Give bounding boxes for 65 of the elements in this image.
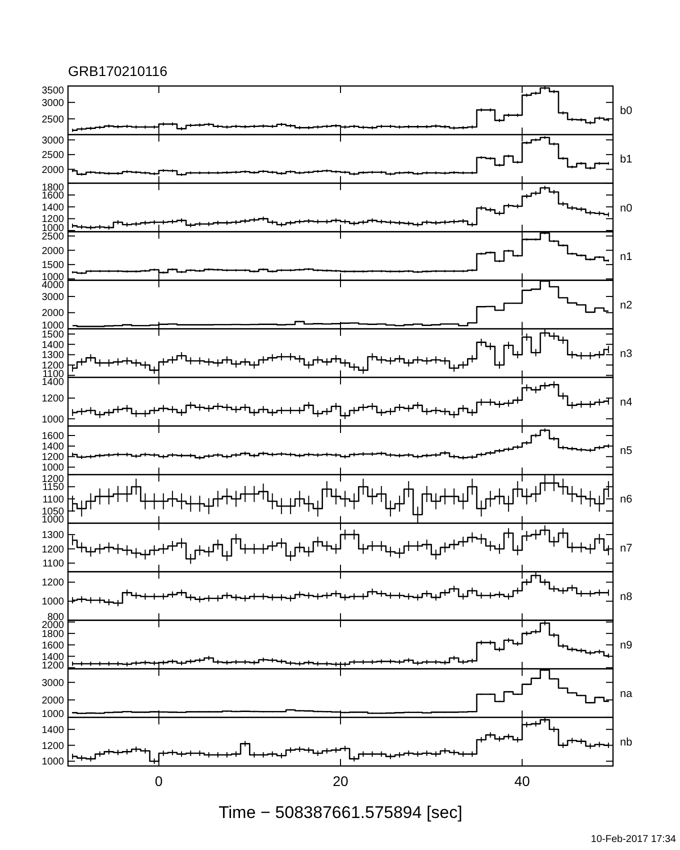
y-tick-label: 1300 bbox=[42, 530, 64, 542]
legend-label: nb bbox=[620, 736, 632, 749]
x-tick-label: 20 bbox=[332, 773, 348, 789]
y-tick-label: 1000 bbox=[42, 462, 64, 474]
y-tick-label: 1400 bbox=[42, 202, 64, 214]
legend-label: na bbox=[620, 688, 634, 700]
y-tick-label: 2000 bbox=[42, 164, 64, 176]
y-tick-label: 1100 bbox=[42, 558, 64, 570]
y-tick-label: 1200 bbox=[42, 452, 64, 464]
y-tick-label: 2500 bbox=[42, 114, 64, 126]
y-tick-label: 1000 bbox=[42, 320, 64, 332]
y-tick-label: 1200 bbox=[42, 660, 64, 672]
y-tick-label: 1400 bbox=[42, 724, 64, 736]
x-axis-title: Time − 508387661.575894 [sec] bbox=[218, 803, 462, 822]
y-tick-label: 3500 bbox=[42, 86, 64, 96]
y-tick-label: 1000 bbox=[42, 414, 64, 426]
y-tick-label: 2500 bbox=[42, 150, 64, 162]
y-tick-label: 1200 bbox=[42, 740, 64, 752]
y-tick-label: 1200 bbox=[42, 544, 64, 556]
y-tick-label: 1500 bbox=[42, 260, 64, 272]
y-tick-label: 1000 bbox=[42, 708, 64, 720]
legend-label: b1 bbox=[620, 154, 632, 166]
x-tick-label: 0 bbox=[154, 773, 163, 789]
y-tick-label: 1800 bbox=[42, 628, 64, 640]
y-tick-label: 1200 bbox=[42, 394, 64, 405]
legend-label: n5 bbox=[620, 445, 632, 458]
y-tick-label: 1400 bbox=[42, 442, 64, 453]
x-tick-label: 40 bbox=[514, 773, 530, 789]
y-tick-label: 2500 bbox=[42, 232, 64, 242]
series-label: n4 bbox=[620, 396, 632, 409]
y-tick-label: 3000 bbox=[42, 98, 64, 109]
y-tick-label: 3000 bbox=[42, 678, 64, 689]
y-tick-label: 1200 bbox=[42, 578, 64, 589]
y-tick-label: 1300 bbox=[42, 350, 64, 362]
y-tick-label: 3000 bbox=[42, 292, 64, 303]
y-tick-label: 1200 bbox=[42, 214, 64, 226]
y-tick-label: 1150 bbox=[42, 482, 64, 494]
y-tick-label: 2000 bbox=[42, 695, 64, 706]
legend-label: n0 bbox=[620, 202, 632, 214]
y-tick-label: 1500 bbox=[42, 330, 64, 341]
legend-label: b0 bbox=[620, 105, 632, 118]
chart-title: GRB170210116 bbox=[68, 63, 168, 79]
text: 10-Feb-2017 17:34 bbox=[590, 834, 676, 845]
legend-label: n2 bbox=[620, 299, 632, 312]
legend-label: n8 bbox=[620, 590, 632, 603]
y-tick-label: 1400 bbox=[42, 340, 64, 351]
legend-label: n1 bbox=[620, 250, 632, 263]
y-tick-label: 1400 bbox=[42, 376, 64, 388]
y-tick-label: 1400 bbox=[42, 652, 64, 663]
y-tick-label: 2000 bbox=[42, 308, 64, 320]
y-tick-label: 2000 bbox=[42, 620, 64, 631]
y-tick-label: 1600 bbox=[42, 190, 64, 202]
y-tick-label: 2000 bbox=[42, 246, 64, 257]
y-tick-label: 4000 bbox=[42, 280, 64, 291]
y-tick-label: 1600 bbox=[42, 431, 64, 442]
y-tick-label: 1000 bbox=[42, 596, 64, 608]
y-tick-label: 1000 bbox=[42, 514, 64, 526]
y-tick-label: 1100 bbox=[42, 494, 64, 506]
y-tick-label: 1600 bbox=[42, 640, 64, 652]
legend-label: n6 bbox=[620, 494, 632, 506]
legend-label: n9 bbox=[620, 639, 632, 652]
legend-label: n3 bbox=[620, 348, 632, 360]
y-tick-label: 1000 bbox=[42, 756, 64, 768]
legend-label: n7 bbox=[620, 542, 632, 554]
y-tick-label: 3000 bbox=[42, 135, 64, 146]
